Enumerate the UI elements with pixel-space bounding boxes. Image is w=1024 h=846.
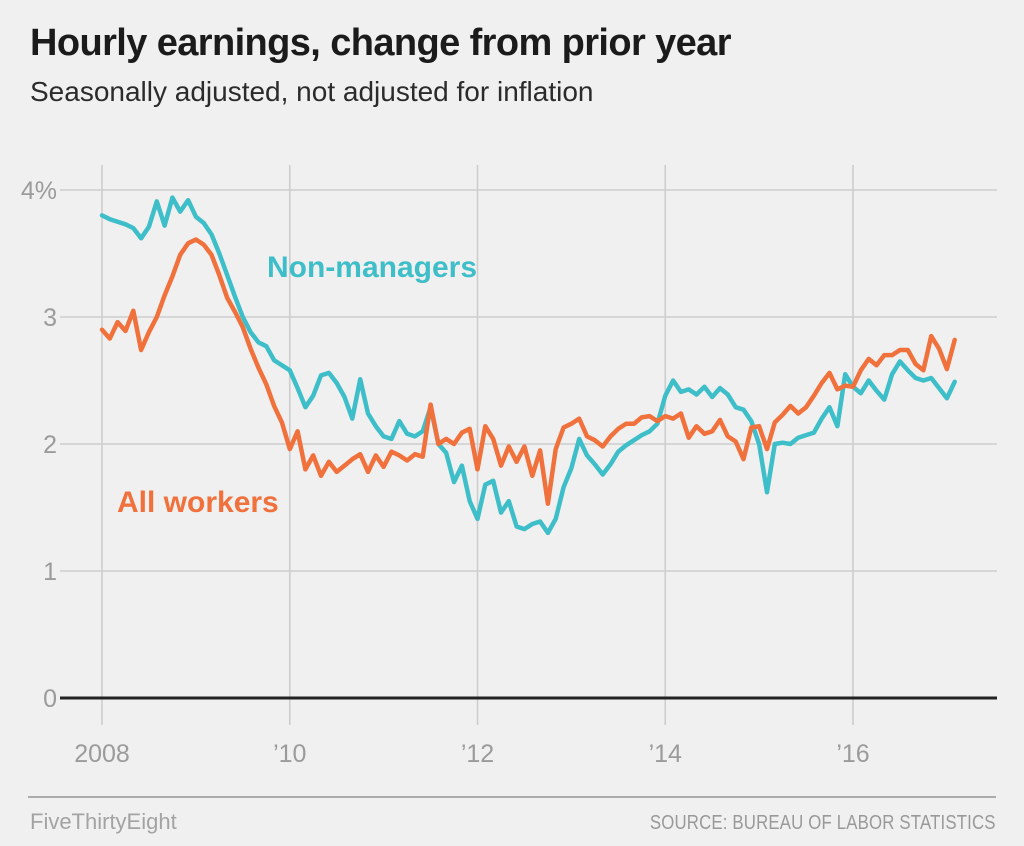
y-tick-label: 3 xyxy=(43,304,57,332)
page-subtitle: Seasonally adjusted, not adjusted for in… xyxy=(30,76,594,107)
y-tick-label: 4% xyxy=(21,177,57,205)
brand-fivethirtyeight: FiveThirtyEight xyxy=(30,809,177,834)
x-tick-label: ’14 xyxy=(649,740,682,768)
x-tick-label: ’12 xyxy=(461,740,494,768)
x-tick-label: 2008 xyxy=(74,740,130,768)
x-tick-label: ’16 xyxy=(836,740,869,768)
y-tick-label: 1 xyxy=(43,558,57,586)
series-label-all-workers: All workers xyxy=(117,486,279,519)
page-title: Hourly earnings, change from prior year xyxy=(30,22,732,64)
series-line-all-workers xyxy=(99,237,957,506)
source-credit: SOURCE: BUREAU OF LABOR STATISTICS xyxy=(650,812,996,834)
series-line-non-managers xyxy=(99,195,957,536)
x-tick-label: ’10 xyxy=(273,740,306,768)
footer-divider xyxy=(28,796,996,798)
series-label-non-managers: Non-managers xyxy=(267,251,478,284)
y-tick-label: 2 xyxy=(43,431,57,459)
y-tick-label: 0 xyxy=(43,685,57,713)
